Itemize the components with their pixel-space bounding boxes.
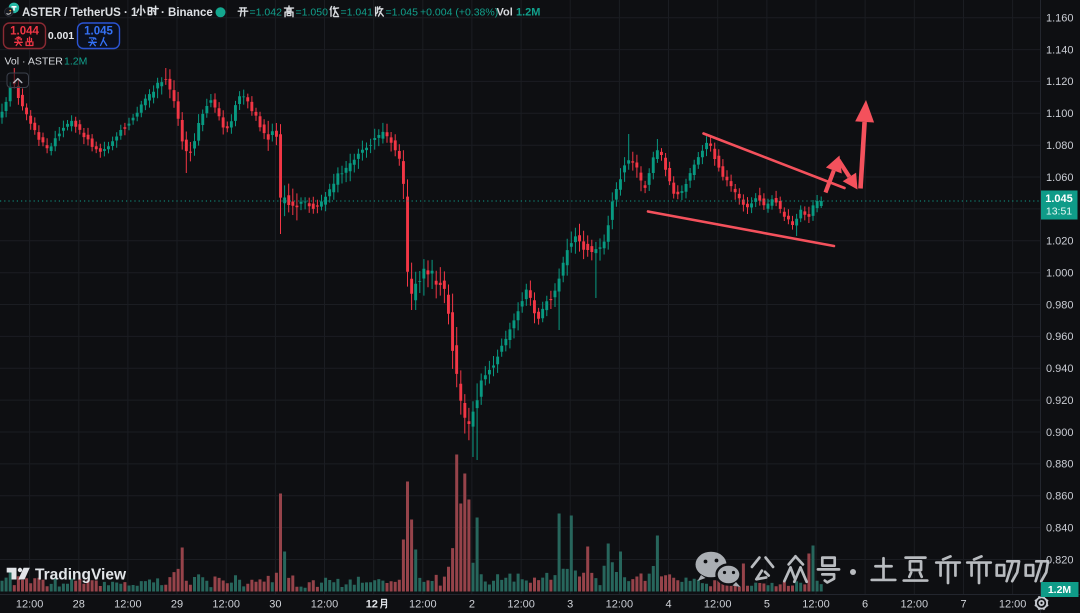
svg-text:12:00: 12:00	[901, 599, 929, 611]
svg-text:7: 7	[960, 599, 966, 611]
svg-text:12: 12	[366, 599, 378, 611]
svg-text:0.900: 0.900	[1046, 427, 1074, 439]
svg-text:1.080: 1.080	[1046, 140, 1074, 152]
svg-text:0.960: 0.960	[1046, 331, 1074, 343]
svg-text:12:00: 12:00	[16, 599, 44, 611]
svg-text:3: 3	[567, 599, 573, 611]
svg-text:· Binance: · Binance	[161, 7, 213, 19]
svg-text:12:00: 12:00	[409, 599, 437, 611]
svg-text:1.2M: 1.2M	[1048, 584, 1072, 596]
svg-text:2: 2	[469, 599, 475, 611]
svg-text:TradingView: TradingView	[35, 567, 127, 584]
svg-text:ASTER / TetherUS: ASTER / TetherUS	[22, 7, 121, 19]
svg-text:28: 28	[73, 599, 85, 611]
svg-text:=1.045: =1.045	[386, 7, 419, 19]
svg-text:+0.004 (+0.38%): +0.004 (+0.38%)	[420, 7, 498, 19]
svg-text:12:00: 12:00	[114, 599, 142, 611]
svg-text:1.000: 1.000	[1046, 268, 1074, 280]
svg-text:5: 5	[764, 599, 770, 611]
svg-text:1.120: 1.120	[1046, 76, 1074, 88]
svg-text:=1.041: =1.041	[341, 7, 374, 19]
svg-text:1.140: 1.140	[1046, 44, 1074, 56]
svg-text:12:00: 12:00	[999, 599, 1027, 611]
svg-text:13:51: 13:51	[1046, 206, 1072, 218]
svg-text:1.160: 1.160	[1046, 13, 1074, 25]
svg-text:4: 4	[665, 599, 671, 611]
svg-text:1.2M: 1.2M	[64, 56, 87, 68]
svg-text:Vol: Vol	[497, 7, 513, 19]
svg-text:1.020: 1.020	[1046, 236, 1074, 248]
svg-text:12:00: 12:00	[212, 599, 240, 611]
svg-text:1.045: 1.045	[1045, 193, 1073, 205]
svg-text:12:00: 12:00	[704, 599, 732, 611]
svg-text:Vol · ASTER: Vol · ASTER	[5, 56, 64, 68]
svg-text:12:00: 12:00	[802, 599, 830, 611]
svg-text:6: 6	[862, 599, 868, 611]
svg-text:0.940: 0.940	[1046, 363, 1074, 375]
svg-text:0.920: 0.920	[1046, 395, 1074, 407]
svg-text:12:00: 12:00	[606, 599, 634, 611]
svg-text:30: 30	[269, 599, 281, 611]
svg-text:12:00: 12:00	[507, 599, 535, 611]
svg-text:1.2M: 1.2M	[516, 7, 540, 19]
svg-text:12:00: 12:00	[311, 599, 339, 611]
svg-text:0.001: 0.001	[48, 30, 74, 42]
svg-text:=1.042: =1.042	[250, 7, 283, 19]
svg-text:0.980: 0.980	[1046, 299, 1074, 311]
svg-text:0.840: 0.840	[1046, 522, 1074, 534]
svg-text:· 1: · 1	[124, 7, 138, 19]
svg-text:1.100: 1.100	[1046, 108, 1074, 120]
svg-text:1.045: 1.045	[84, 26, 113, 38]
svg-text:1.060: 1.060	[1046, 172, 1074, 184]
svg-text:29: 29	[171, 599, 183, 611]
svg-text:=1.050: =1.050	[296, 7, 329, 19]
svg-text:0.820: 0.820	[1046, 554, 1074, 566]
svg-text:1.044: 1.044	[10, 26, 39, 38]
svg-text:0.880: 0.880	[1046, 459, 1074, 471]
svg-text:0.860: 0.860	[1046, 491, 1074, 503]
